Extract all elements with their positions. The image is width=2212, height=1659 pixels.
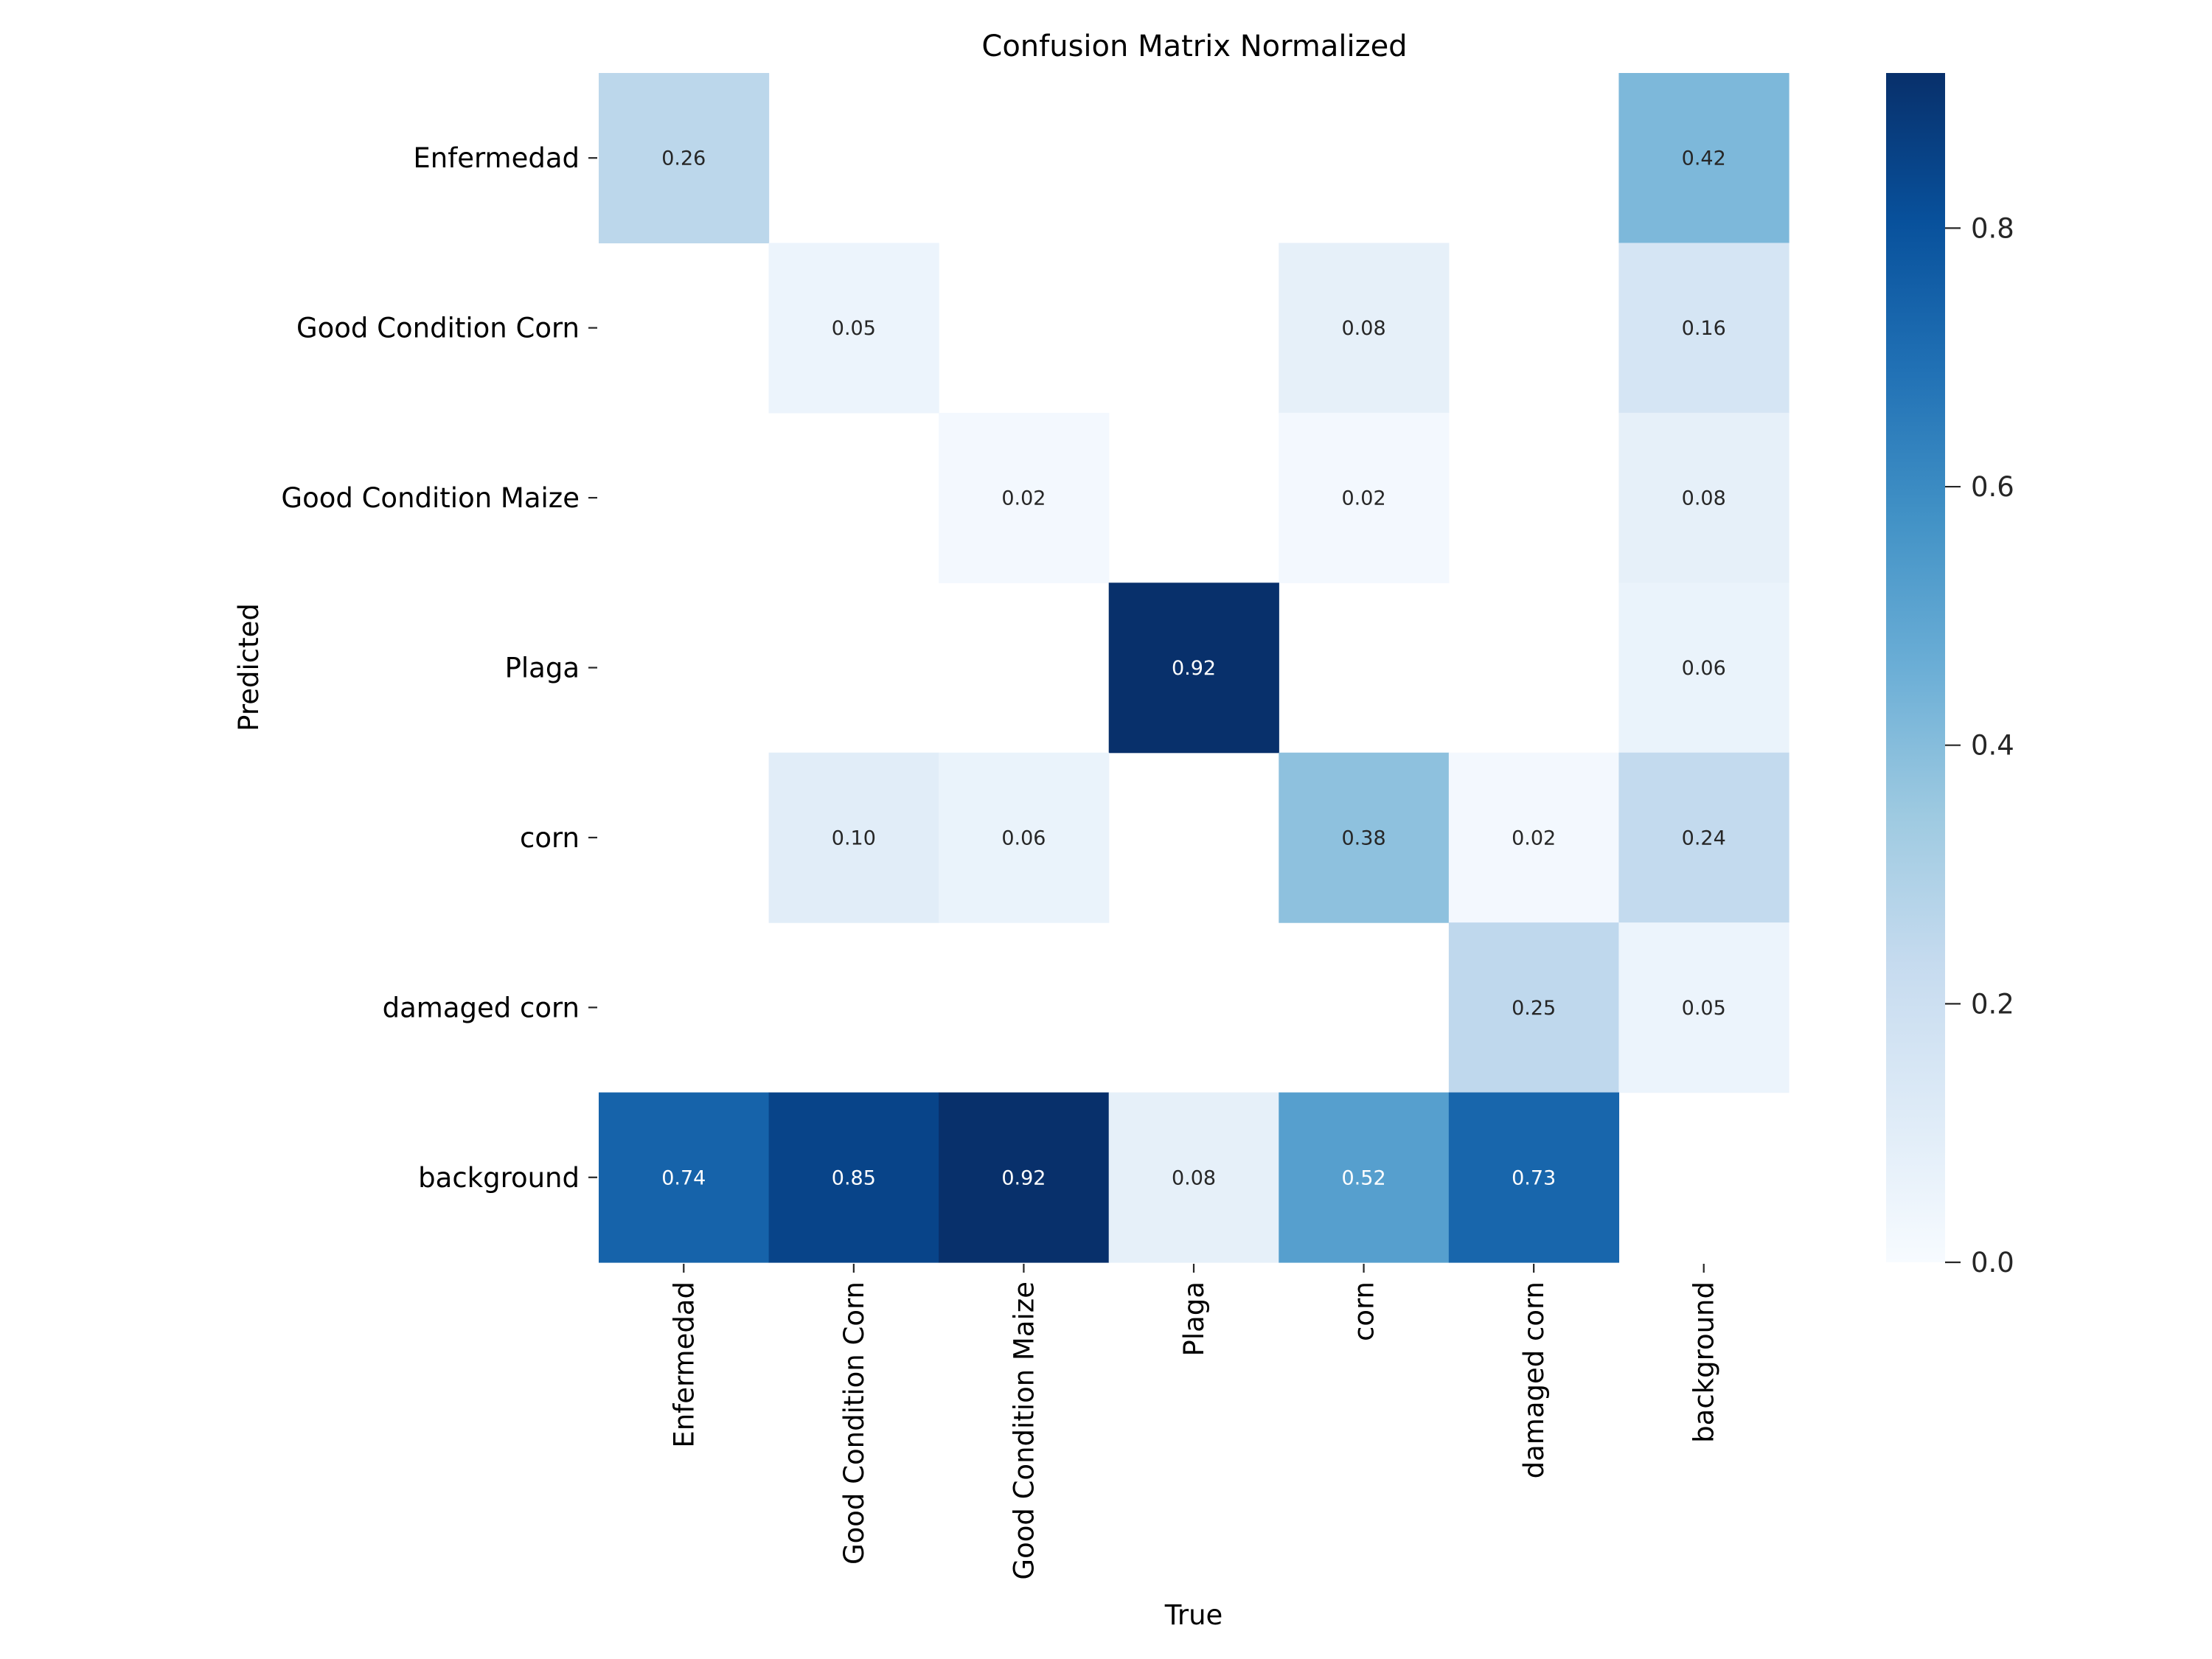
cell-value-label: 0.92 (1001, 1166, 1046, 1189)
cell-value-label: 0.05 (832, 317, 876, 340)
cell-value-label: 0.24 (1682, 827, 1726, 849)
cell-value-label: 0.08 (1682, 487, 1726, 510)
colorbar-tick-label: 0.4 (1971, 730, 2014, 762)
chart-title: Confusion Matrix Normalized (981, 29, 1407, 63)
x-tick-label: background (1688, 1281, 1720, 1443)
x-tick-label: corn (1349, 1281, 1380, 1341)
heatmap-cell (599, 73, 770, 244)
cell-value-label: 0.85 (832, 1166, 876, 1189)
x-tick-label: damaged corn (1518, 1281, 1550, 1478)
cell-value-label: 0.02 (1512, 827, 1556, 849)
heatmap-cell (939, 412, 1110, 583)
cell-value-label: 0.16 (1682, 317, 1726, 340)
heatmap-cell (1279, 412, 1450, 583)
x-axis-ticks: Enfermedad Good Condition Corn Good Condit… (668, 1264, 1720, 1580)
y-axis-ticks: Enfermedad Good Condition Corn Good Condit… (281, 142, 597, 1194)
x-axis-label: True (1164, 1599, 1223, 1631)
cell-value-label: 0.08 (1172, 1166, 1216, 1189)
heatmap-cell (1279, 752, 1450, 923)
heatmap-cell (1448, 922, 1620, 1093)
x-tick-label: Good Condition Corn (838, 1281, 870, 1565)
y-tick-label: corn (520, 822, 580, 854)
colorbar (1886, 73, 1945, 1262)
heatmap-cell (939, 1092, 1110, 1263)
x-tick-label: Plaga (1178, 1281, 1210, 1356)
heatmap-cell (1279, 1092, 1450, 1263)
x-tick-label: Enfermedad (668, 1281, 700, 1448)
heatmap-cell (1448, 1092, 1620, 1263)
colorbar-tick-label: 0.0 (1971, 1247, 2014, 1279)
heatmap-cell (1448, 752, 1620, 923)
cell-value-label: 0.25 (1512, 997, 1556, 1020)
cell-value-label: 0.74 (661, 1166, 706, 1189)
heatmap-cell (939, 752, 1110, 923)
colorbar-tick-label: 0.8 (1971, 212, 2014, 244)
heatmap-cell (1618, 243, 1790, 414)
heatmap-value-labels: 0.26 0.42 0.05 0.08 0.16 0.02 0.02 0.08 0.92 0.06… (661, 147, 1726, 1190)
cell-value-label: 0.52 (1342, 1166, 1386, 1189)
cell-value-label: 0.92 (1172, 657, 1216, 680)
colorbar-tick-label: 0.6 (1971, 471, 2014, 503)
cell-value-label: 0.06 (1001, 827, 1046, 849)
heatmap-cells (599, 73, 1790, 1263)
y-tick-label: Plaga (505, 653, 580, 684)
heatmap-cell (1618, 582, 1790, 754)
y-axis-label: Predicted (233, 603, 265, 731)
heatmap-cell (599, 1092, 770, 1263)
cell-value-label: 0.06 (1682, 657, 1726, 680)
cell-value-label: 0.38 (1342, 827, 1386, 849)
heatmap-cell (1618, 922, 1790, 1093)
y-tick-label: Good Condition Corn (296, 313, 580, 344)
cell-value-label: 0.02 (1001, 487, 1046, 510)
cell-value-label: 0.05 (1682, 997, 1726, 1020)
heatmap-cell (768, 243, 939, 414)
y-tick-label: Enfermedad (413, 142, 580, 174)
cell-value-label: 0.26 (661, 147, 706, 170)
heatmap-cell (1618, 412, 1790, 583)
heatmap-cell (1618, 73, 1790, 244)
cell-value-label: 0.42 (1682, 147, 1726, 170)
heatmap-cell (1108, 582, 1279, 754)
cell-value-label: 0.10 (832, 827, 876, 849)
heatmap-cell (1279, 243, 1450, 414)
y-tick-label: Good Condition Maize (281, 482, 580, 514)
cell-value-label: 0.08 (1342, 317, 1386, 340)
cell-value-label: 0.02 (1342, 487, 1386, 510)
colorbar-tick-label: 0.2 (1971, 988, 2014, 1020)
x-tick-label: Good Condition Maize (1008, 1281, 1040, 1580)
y-tick-label: background (418, 1162, 580, 1194)
heatmap-cell (768, 1092, 939, 1263)
colorbar-ticks: 0.0 0.2 0.4 0.6 0.8 (1945, 212, 2014, 1279)
heatmap-cell (1108, 1092, 1279, 1263)
y-tick-label: damaged corn (383, 992, 580, 1023)
heatmap-cell (768, 752, 939, 923)
heatmap-cell (1618, 752, 1790, 923)
cell-value-label: 0.73 (1512, 1166, 1556, 1189)
